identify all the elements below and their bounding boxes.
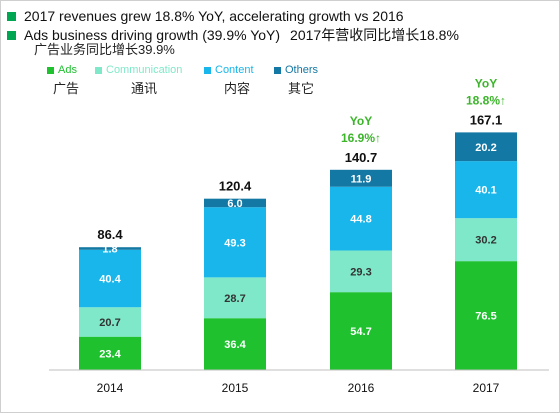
bar-content-2017 <box>455 161 517 219</box>
data-label-communication-2017: 30.2 <box>475 235 496 247</box>
legend-cn-communication: 通讯 <box>131 81 158 96</box>
legend-label: Communication <box>106 64 183 76</box>
headline-text-2: Ads business driving growth (39.9% YoY) <box>24 27 281 43</box>
bullet-square-icon <box>7 30 16 40</box>
data-label-content-2014: 40.4 <box>99 274 121 286</box>
legend-cn-ads: 广告 <box>53 81 80 96</box>
legend-item-others: Others <box>274 64 318 76</box>
bar-others-2016 <box>330 169 392 187</box>
headline-bullet-1: 2017 revenues grew 18.8% YoY, accelerati… <box>7 8 404 24</box>
headline-text-1: 2017 revenues grew 18.8% YoY, accelerati… <box>24 8 404 24</box>
legend-label: Content <box>215 64 254 76</box>
bar-others-2015 <box>204 198 266 208</box>
headline-bullet-2: Ads business driving growth (39.9% YoY) … <box>7 25 459 45</box>
data-label-communication-2015: 28.7 <box>224 293 245 305</box>
bar-others-2017 <box>455 132 517 162</box>
data-label-content-2015: 49.3 <box>224 237 245 249</box>
bar-ads-2015 <box>204 318 266 370</box>
legend-swatch <box>274 66 281 74</box>
legend-swatch <box>204 66 211 74</box>
bar-communication-2014 <box>79 307 141 337</box>
legend-item-content: Content <box>204 64 254 76</box>
data-label-communication-2016: 29.3 <box>350 266 371 278</box>
legend-cn-content: 内容 <box>224 81 251 96</box>
bar-content-2014 <box>79 249 141 308</box>
total-label-2015: 120.4 <box>219 179 252 194</box>
data-label-others-2015: 6.0 <box>227 198 242 210</box>
data-label-content-2017: 40.1 <box>475 185 496 197</box>
total-label-2016: 140.7 <box>345 150 378 165</box>
headline-text-2-cn: 2017年营收同比增长18.8% <box>290 27 459 43</box>
legend-item-ads: Ads <box>47 64 77 76</box>
data-label-others-2014: 1.8 <box>102 243 117 255</box>
x-tick-label-2015: 2015 <box>222 381 249 395</box>
bar-content-2015 <box>204 207 266 278</box>
bar-communication-2016 <box>330 250 392 293</box>
x-tick-label-2016: 2016 <box>348 381 375 395</box>
data-label-others-2017: 20.2 <box>475 142 496 154</box>
bar-content-2016 <box>330 186 392 251</box>
total-label-2014: 86.4 <box>97 227 123 242</box>
legend-swatch <box>95 66 102 74</box>
bar-ads-2014 <box>79 336 141 370</box>
data-label-ads-2016: 54.7 <box>350 326 371 338</box>
bar-ads-2016 <box>330 292 392 370</box>
data-label-ads-2014: 23.4 <box>99 348 121 360</box>
yoy-annotation-2016-1: 16.9%↑ <box>341 131 381 145</box>
bar-communication-2015 <box>204 277 266 319</box>
bar-communication-2017 <box>455 218 517 262</box>
subtitle-cn: 广告业务同比增长39.9% <box>34 42 175 57</box>
yoy-annotation-2017-0: YoY <box>475 76 497 90</box>
data-label-content-2016: 44.8 <box>350 214 371 226</box>
bar-others-2014 <box>79 247 141 250</box>
legend-cn-others: 其它 <box>288 81 315 96</box>
total-label-2017: 167.1 <box>470 112 503 127</box>
bar-ads-2017 <box>455 261 517 370</box>
legend-swatch <box>47 66 54 74</box>
data-label-ads-2015: 36.4 <box>224 339 246 351</box>
legend-label: Ads <box>58 64 77 76</box>
data-label-ads-2017: 76.5 <box>475 311 496 323</box>
legend-item-communication: Communication <box>95 64 182 76</box>
data-label-communication-2014: 20.7 <box>99 317 120 329</box>
x-tick-label-2017: 2017 <box>473 381 500 395</box>
yoy-annotation-2016-0: YoY <box>350 114 372 128</box>
data-label-others-2016: 11.9 <box>351 173 372 185</box>
x-tick-label-2014: 2014 <box>97 381 124 395</box>
yoy-annotation-2017-1: 18.8%↑ <box>466 93 506 107</box>
legend-label: Others <box>285 64 319 76</box>
bullet-square-icon <box>7 11 16 21</box>
legend: Ads Communication Content Others 广告 通讯 内… <box>47 64 318 98</box>
